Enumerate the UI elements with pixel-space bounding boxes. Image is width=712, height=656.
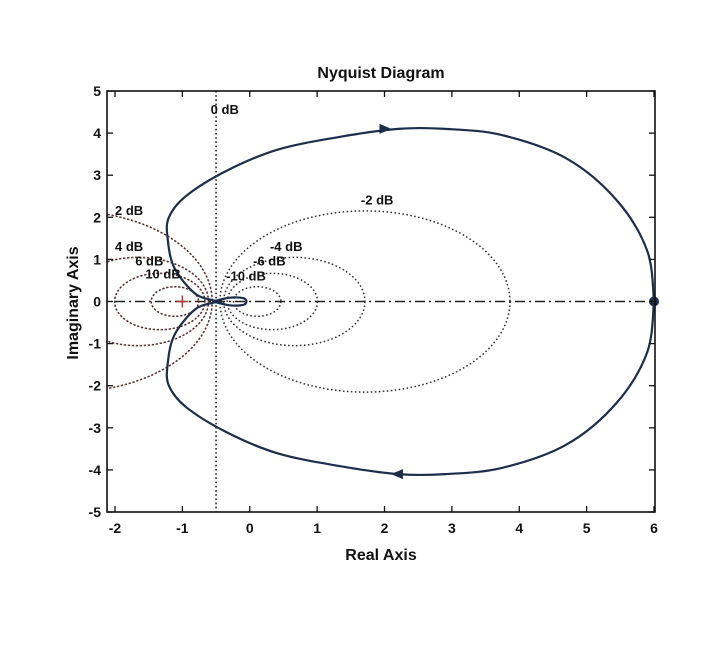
x-tick-label: 2 (381, 520, 389, 536)
y-tick-label: -4 (89, 462, 102, 478)
x-tick-label: 6 (650, 520, 658, 536)
m-circle-label: 10 dB (145, 266, 180, 281)
y-tick-label: 5 (93, 83, 101, 99)
chart-title: Nyquist Diagram (317, 65, 444, 82)
m-circle-10db (150, 286, 200, 317)
m-circle-label: -4 dB (270, 239, 303, 254)
direction-arrow (390, 469, 403, 480)
y-tick-label: 2 (93, 209, 101, 225)
x-tick-label: -1 (176, 520, 189, 536)
nyquist-hf-loop (212, 296, 248, 307)
x-tick-label: 5 (583, 520, 591, 536)
nyquist-curve (165, 126, 655, 477)
m-circle-arc (107, 256, 210, 347)
y-tick-label: -3 (89, 420, 102, 436)
y-tick-label: 4 (93, 125, 101, 141)
y-tick-label: -1 (89, 336, 102, 352)
m-circle-label: -2 dB (361, 193, 394, 208)
x-tick-label: 1 (313, 520, 321, 536)
y-tick-label: -5 (89, 504, 102, 520)
y-tick-label: -2 (89, 378, 102, 394)
axis-ticks: -2 -1 0 1 2 3 4 5 6 -5 -4 -3 -2 -1 0 1 2 3 4 5 (89, 83, 659, 536)
m-circle-label: 4 dB (115, 239, 143, 254)
x-axis-label: Real Axis (345, 547, 417, 564)
y-axis-label: Imaginary Axis (65, 246, 82, 359)
m-circle-label: -6 dB (253, 254, 286, 269)
nyquist-curve-group (165, 123, 655, 480)
m-circle-labels: 0 dB -2 dB -4 dB-6 dB-10 dB 2 dB 4 dB6 dB10 … (115, 102, 659, 307)
m-circle-label: 6 dB (135, 254, 163, 269)
direction-arrow (379, 123, 392, 134)
x-tick-label: 0 (246, 520, 254, 536)
y-tick-label: 0 (93, 294, 101, 310)
y-tick-label: 3 (93, 167, 101, 183)
x-tick-label: 4 (515, 520, 523, 536)
reference-lines (115, 91, 654, 512)
m-circle-label: 2 dB (115, 203, 143, 218)
m-circle-arc (107, 213, 213, 390)
zero-db-label: 0 dB (211, 102, 239, 117)
y-tick-label: 1 (93, 251, 101, 267)
m-circle-label: -10 dB (226, 268, 266, 283)
x-tick-label: 3 (448, 520, 456, 536)
x-tick-label: -2 (109, 520, 122, 536)
